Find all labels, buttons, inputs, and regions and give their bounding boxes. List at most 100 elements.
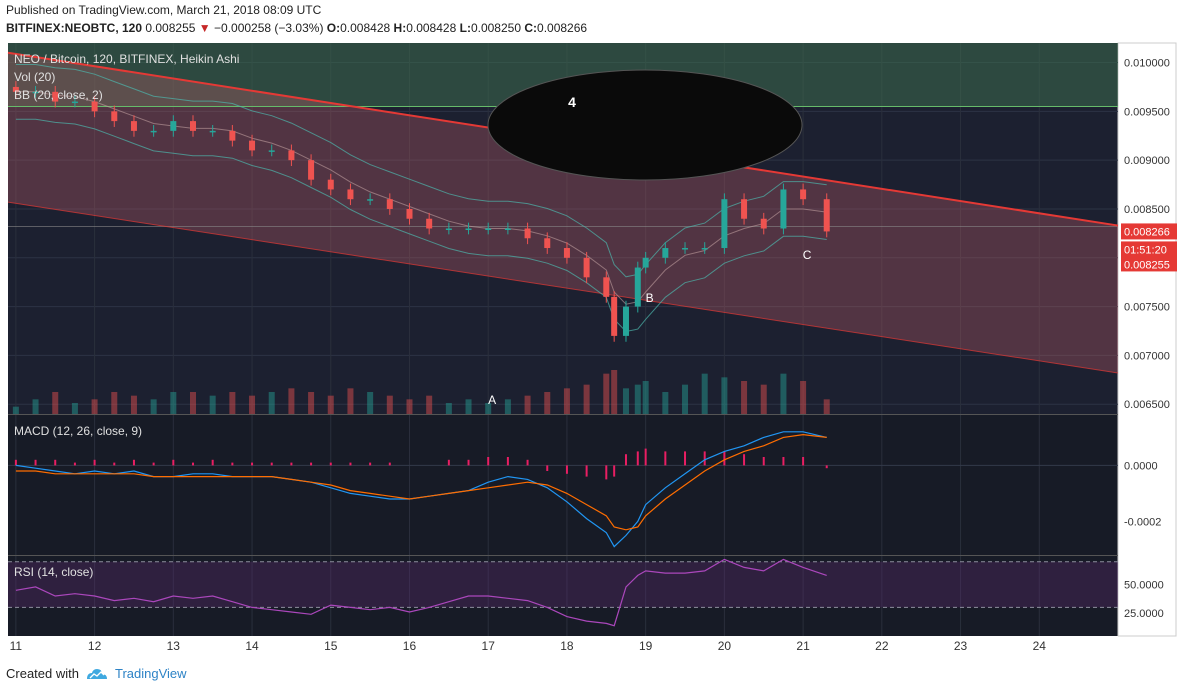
volume-bar <box>150 399 157 414</box>
high-label: H: <box>393 21 407 35</box>
candle-body <box>71 101 78 104</box>
time-axis-bg <box>8 636 1118 654</box>
annotation-ellipse <box>487 69 803 181</box>
candle-body <box>563 248 570 258</box>
down-arrow-icon: ▼ <box>198 21 211 35</box>
volume-bar <box>308 392 315 414</box>
price-axis-bg <box>1117 42 1177 637</box>
macd-tick-label: -0.0002 <box>1124 516 1161 528</box>
last-price: 0.008255 <box>145 21 196 35</box>
candle-body <box>780 189 787 229</box>
candle-body <box>327 179 334 190</box>
candle-body <box>91 101 98 112</box>
volume-bar <box>445 403 452 414</box>
volume-bar <box>209 395 216 414</box>
time-tick-label: 21 <box>796 639 810 653</box>
volume-bar <box>741 381 748 414</box>
candle-body <box>426 218 433 229</box>
volume-bar <box>52 392 59 414</box>
price-change: −0.000258 (−3.03%) <box>214 21 324 35</box>
candle-body <box>229 130 236 141</box>
rsi-pane-title: RSI (14, close) <box>14 565 93 579</box>
candle-body <box>170 121 177 131</box>
candle-body <box>721 199 728 249</box>
bb-upper-line <box>15 64 827 278</box>
volume-bar <box>603 373 610 414</box>
time-tick-label: 11 <box>10 639 23 653</box>
volume-bar <box>544 392 551 414</box>
volume-bar <box>642 381 649 414</box>
volume-bar <box>249 395 256 414</box>
annotation-c: C <box>803 248 812 262</box>
candle-body <box>111 111 118 122</box>
volume-bar <box>524 395 531 414</box>
low-value: 0.008250 <box>470 21 521 35</box>
candle-body <box>642 257 649 268</box>
footer: Created with TradingView <box>6 666 187 681</box>
volume-bar <box>662 392 669 414</box>
tradingview-logo-icon <box>86 668 107 679</box>
candle-body <box>544 238 551 249</box>
open-label: O: <box>326 21 341 35</box>
candle-body <box>800 189 807 200</box>
candle-body <box>386 199 393 209</box>
rsi-line <box>15 558 827 627</box>
countdown-label: 01:51:20 <box>1124 244 1167 256</box>
symbol-label: BITFINEX:NEOBTC, 120 <box>6 21 143 35</box>
volume-bar <box>268 392 275 414</box>
volume-bar <box>504 399 511 414</box>
volume-bar <box>12 406 19 414</box>
annotation-a: A <box>488 393 496 407</box>
volume-bar <box>634 384 641 414</box>
volume-bar <box>485 403 492 414</box>
candle-body <box>288 150 295 161</box>
volume-indicator-label: Vol (20) <box>14 70 55 84</box>
channel-lower-line <box>7 201 1119 374</box>
candle-body <box>823 199 830 232</box>
close-price-label: 0.008266 <box>1124 226 1170 238</box>
volume-bar <box>288 388 295 414</box>
rsi-tick-label: 25.0000 <box>1124 608 1164 620</box>
volume-bar <box>583 384 590 414</box>
volume-bar <box>611 370 618 414</box>
volume-bar <box>465 399 472 414</box>
time-tick-label: 18 <box>560 639 574 653</box>
price-tick-label: 0.007500 <box>1124 302 1170 314</box>
time-tick-label: 14 <box>245 639 259 653</box>
candle-body <box>406 208 413 219</box>
time-tick-label: 17 <box>482 639 496 653</box>
candle-body <box>32 91 39 94</box>
time-tick-label: 23 <box>954 639 968 653</box>
candle-body <box>209 130 216 133</box>
macd-pane-title: MACD (12, 26, close, 9) <box>14 424 142 438</box>
time-tick-label: 12 <box>88 639 102 653</box>
tradingview-link[interactable]: TradingView <box>114 666 187 681</box>
time-tick-label: 24 <box>1033 639 1047 653</box>
price-tick-label: 0.009000 <box>1124 155 1170 167</box>
candle-body <box>465 228 472 230</box>
tradingview-chart[interactable]: 0.0100000.0095000.0090000.0085000.008000… <box>0 0 1182 660</box>
close-value: 0.008266 <box>537 21 588 35</box>
volume-bar <box>563 388 570 414</box>
price-tick-label: 0.006500 <box>1124 399 1170 411</box>
time-tick-label: 13 <box>167 639 181 653</box>
rsi-band <box>8 561 1118 608</box>
time-tick-label: 22 <box>875 639 889 653</box>
candle-body <box>583 257 590 278</box>
low-label: L: <box>459 21 471 35</box>
volume-bar <box>190 392 196 414</box>
price-tick-label: 0.007000 <box>1124 350 1170 362</box>
price-tick-label: 0.010000 <box>1124 58 1170 70</box>
candle-body <box>367 199 374 201</box>
macd-tick-label: 0.0000 <box>1124 460 1158 472</box>
macd-pane-bg <box>8 415 1118 555</box>
time-tick-label: 19 <box>639 639 653 653</box>
candle-body <box>12 86 19 92</box>
descending-channel <box>8 52 1118 373</box>
candle-body <box>504 228 511 230</box>
volume-bar <box>327 395 334 414</box>
volume-bar <box>111 392 118 414</box>
time-tick-label: 20 <box>718 639 732 653</box>
time-tick-label: 15 <box>324 639 338 653</box>
candle-body <box>150 130 157 133</box>
